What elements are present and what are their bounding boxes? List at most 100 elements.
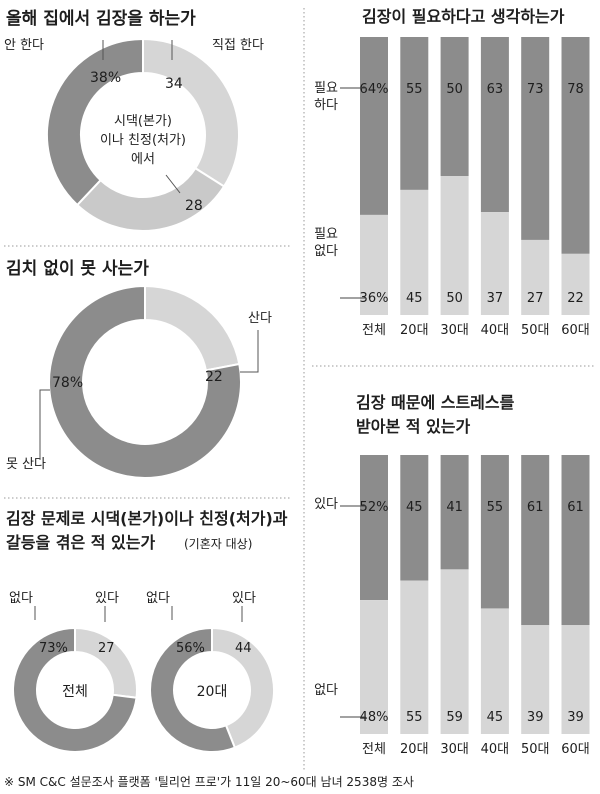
home-kimjang-slice-2 <box>46 37 144 207</box>
leader-line <box>240 330 259 373</box>
series-legend: 필요 없다 <box>310 227 338 259</box>
bar-2-top <box>561 455 590 626</box>
value-label: 73% <box>39 641 68 656</box>
value-label: 38% <box>90 70 121 86</box>
legend-label: 있다 <box>232 591 256 606</box>
value-label: 28 <box>185 198 203 214</box>
bar-bottom <box>440 569 469 734</box>
bar-bottom <box>400 580 429 734</box>
category-label: 40대 <box>481 742 510 757</box>
chart-title: 김치 없이 못 사는가 <box>6 259 149 279</box>
leader-line <box>39 389 50 460</box>
chart-title: 김장 때문에 스트레스를 받아본 적 있는가 <box>356 393 520 436</box>
bar-2-top <box>521 455 550 626</box>
bar-value-label: 45 <box>487 710 504 725</box>
series-legend: 필요 하다 <box>310 81 338 113</box>
legend-label: 못 산다 <box>6 457 46 472</box>
bar-value-label: 52% <box>360 500 389 515</box>
bar-bottom <box>521 239 550 315</box>
conflict-1-slice-0 <box>211 626 275 749</box>
bar-2-top <box>561 37 590 254</box>
bar-value-label: 61 <box>567 500 584 515</box>
chart-subtitle: (기혼자 대상) <box>184 537 252 551</box>
bar-bottom <box>521 625 550 734</box>
bar-2-top <box>360 455 388 601</box>
legend-label: 있다 <box>95 591 119 606</box>
category-label: 40대 <box>481 323 510 338</box>
bar-value-label: 41 <box>446 500 463 515</box>
category-label: 20대 <box>400 742 429 757</box>
category-label: 30대 <box>440 742 469 757</box>
bar-value-label: 73 <box>527 82 544 97</box>
bar-value-label: 48% <box>360 710 389 725</box>
kimchi-need-slice-1 <box>48 284 242 479</box>
bar-value-label: 45 <box>406 500 423 515</box>
bar-value-label: 50 <box>446 82 463 97</box>
bar-value-label: 37 <box>487 291 504 306</box>
chart-title: 김장 문제로 시댁(본가)이나 친정(처가)과 갈등을 겪은 적 있는가 <box>6 509 293 552</box>
series-legend: 있다 <box>314 497 338 512</box>
bar-value-label: 39 <box>527 710 544 725</box>
bar-2-top <box>400 37 429 190</box>
bar-value-label: 55 <box>487 500 504 515</box>
value-label: 78% <box>52 375 83 391</box>
bar-value-label: 36% <box>360 291 389 306</box>
bar-bottom <box>400 189 429 315</box>
bar-bottom <box>480 608 509 734</box>
category-label: 50대 <box>521 742 550 757</box>
home-kimjang-slice-0 <box>142 37 240 188</box>
category-label: 60대 <box>561 323 590 338</box>
bar-value-label: 55 <box>406 82 423 97</box>
series-legend: 없다 <box>314 683 338 698</box>
bar-2-top <box>440 455 469 570</box>
kimchi-need-slice-0 <box>144 284 241 372</box>
bar-bottom <box>561 253 590 315</box>
bar-value-label: 55 <box>406 710 423 725</box>
bar-value-label: 63 <box>487 82 504 97</box>
center-label: 전체 <box>62 684 88 700</box>
value-label: 44 <box>235 641 252 656</box>
bar-value-label: 61 <box>527 500 544 515</box>
legend-label: 없다 <box>9 591 33 606</box>
conflict-1-slice-1 <box>149 626 237 753</box>
value-label: 56% <box>176 641 205 656</box>
category-label: 전체 <box>362 742 386 757</box>
bar-bottom <box>561 625 590 734</box>
chart-title: 김장이 필요하다고 생각하는가 <box>362 7 565 26</box>
footnote: ※ SM C&C 설문조사 플랫폼 '틸리언 프로'가 11일 20~60대 남… <box>4 775 414 789</box>
bar-2-top <box>440 37 469 176</box>
category-label: 전체 <box>362 323 386 338</box>
center-label: 시댁(본가) 이나 친정(처가) 에서 <box>100 114 186 167</box>
bar-2-top <box>360 37 388 215</box>
bar-2-top <box>480 37 509 213</box>
category-label: 30대 <box>440 323 469 338</box>
category-label: 50대 <box>521 323 550 338</box>
bar-value-label: 64% <box>360 82 389 97</box>
bar-bottom <box>360 600 388 734</box>
leader-line <box>165 174 181 194</box>
value-label: 22 <box>205 369 223 385</box>
bar-bottom <box>440 176 469 315</box>
bar-2-top <box>400 455 429 581</box>
bar-bottom <box>480 212 509 315</box>
category-label: 60대 <box>561 742 590 757</box>
bar-value-label: 45 <box>406 291 423 306</box>
legend-label: 없다 <box>146 591 170 606</box>
bar-value-label: 59 <box>446 710 463 725</box>
bar-value-label: 22 <box>567 291 584 306</box>
bar-2-top <box>480 455 509 609</box>
bar-value-label: 78 <box>567 82 584 97</box>
legend-label: 안 한다 <box>4 38 44 53</box>
bar-value-label: 50 <box>446 291 463 306</box>
conflict-0-slice-1 <box>12 626 138 753</box>
bar-2-top <box>521 37 550 240</box>
legend-label: 산다 <box>248 311 272 326</box>
legend-label: 직접 한다 <box>212 38 264 53</box>
category-label: 20대 <box>400 323 429 338</box>
bar-value-label: 27 <box>527 291 544 306</box>
value-label: 27 <box>98 641 115 656</box>
value-label: 34 <box>165 76 183 92</box>
chart-title: 올해 집에서 김장을 하는가 <box>6 9 196 29</box>
center-label: 20대 <box>197 684 228 700</box>
